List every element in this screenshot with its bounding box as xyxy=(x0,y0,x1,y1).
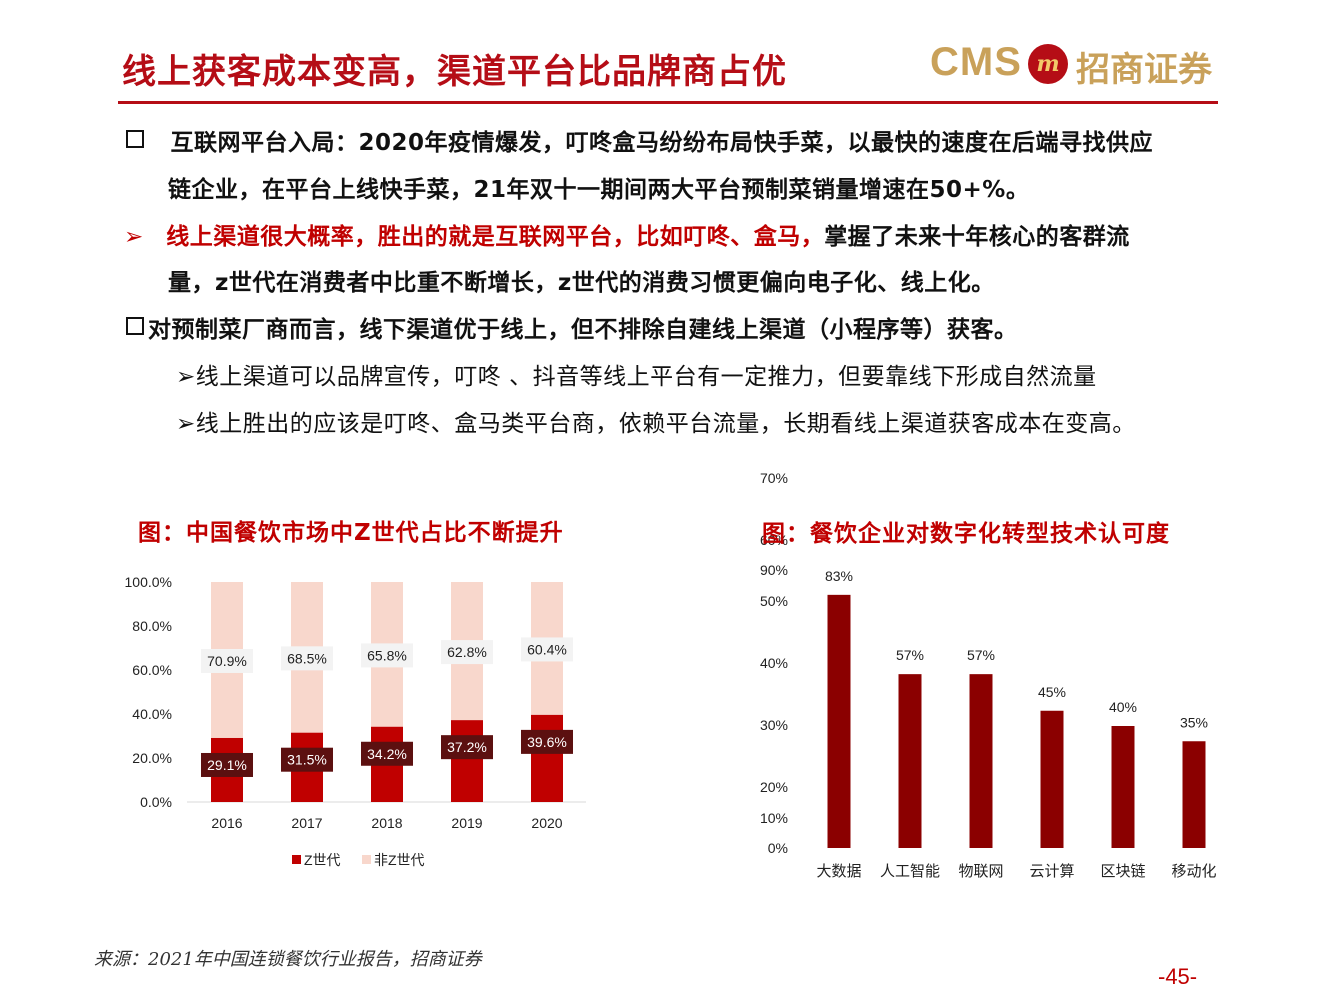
cms-logo: CMS m 招商证券 xyxy=(930,36,1230,92)
y-tick-label: 30% xyxy=(760,717,788,733)
y-tick-label: 60.0% xyxy=(132,662,172,678)
y-tick-label: 0% xyxy=(768,840,788,856)
data-label-box xyxy=(521,637,573,662)
header-rule xyxy=(118,101,1218,104)
zgen-stacked-bar-chart: 0.0% 20.0% 40.0% 60.0% 80.0% 100.0% 29.1% 70.9%… xyxy=(125,574,586,868)
data-label-box xyxy=(281,646,333,671)
data-label-zgen: 39.6% xyxy=(527,734,567,750)
data-label-box xyxy=(201,752,253,777)
bar-zgen xyxy=(531,714,563,802)
source-note: 来源：2021年中国连锁餐饮行业报告，招商证券 xyxy=(94,949,482,970)
data-label-box xyxy=(361,741,413,766)
logo-badge-icon: m xyxy=(1028,44,1068,84)
data-label-non-zgen: 70.9% xyxy=(207,653,247,669)
data-label-box xyxy=(441,735,493,760)
data-label-box xyxy=(201,648,253,673)
x-tick-label: 2019 xyxy=(451,815,482,831)
bar xyxy=(827,594,851,848)
chart-2-title: 图：餐饮企业对数字化转型技术认可度 xyxy=(762,521,1170,547)
bullet-1-line-1: 互联网平台入局：2020年疫情爆发，叮咚盒马纷纷布局快手菜，以最快的速度在后端寻… xyxy=(126,123,1153,157)
data-label-non-zgen: 65.8% xyxy=(367,647,407,663)
y-tick-label: 60% xyxy=(760,532,788,548)
y-tick-label: 90% xyxy=(760,562,788,578)
x-tick-label: 区块链 xyxy=(1100,863,1145,880)
y-tick-label: 50% xyxy=(760,593,788,609)
x-tick-label: 人工智能 xyxy=(880,862,940,880)
bullet-2-line-2: 量，z世代在消费者中比重不断增长，z世代的消费习惯更偏向电子化、线上化。 xyxy=(168,270,995,296)
y-tick-label: 10% xyxy=(760,810,788,826)
data-label-zgen: 34.2% xyxy=(367,746,407,762)
legend-swatch-zgen xyxy=(292,855,301,864)
bullet-2-line-1: ➢ 线上渠道很大概率，胜出的就是互联网平台，比如叮咚、盒马，掌握了未来十年核心的… xyxy=(124,224,1130,250)
data-label: 35% xyxy=(1180,714,1208,730)
y-tick-label: 80.0% xyxy=(132,618,172,634)
logo-cn-text: 招商证券 xyxy=(1076,50,1212,90)
x-tick-label: 物联网 xyxy=(958,863,1003,880)
logo-cms-text: CMS xyxy=(930,40,1022,84)
data-label: 45% xyxy=(1038,684,1066,700)
legend-label-non-zgen: 非Z世代 xyxy=(374,852,425,868)
data-label-box xyxy=(281,747,333,772)
y-tick-label: 40% xyxy=(760,655,788,671)
arrow-bullet-icon: ➢ xyxy=(176,364,196,390)
page-title: 线上获客成本变高，渠道平台比品牌商占优 xyxy=(122,52,787,92)
data-label: 57% xyxy=(967,647,995,663)
sub-bullet-1: ➢线上渠道可以品牌宣传，叮咚 、抖音等线上平台有一定推力，但要靠线下形成自然流量 xyxy=(176,364,1097,390)
digital-tech-bar-chart: 0% 10% 20% 30% 40% 50% 60% 70% 90% 83% 大数据 57% 人工智能 5… xyxy=(760,470,1217,880)
y-tick-label: 100.0% xyxy=(125,574,172,590)
x-tick-label: 云计算 xyxy=(1029,862,1074,880)
x-tick-label: 大数据 xyxy=(816,863,861,880)
arrow-bullet-icon: ➢ xyxy=(124,224,144,250)
y-tick-label: 0.0% xyxy=(140,794,172,810)
square-bullet-icon xyxy=(126,130,144,148)
bar xyxy=(969,674,993,848)
bullet-1-line-2: 链企业，在平台上线快手菜，21年双十一期间两大平台预制菜销量增速在50+%。 xyxy=(168,177,1030,203)
y-tick-label: 70% xyxy=(760,470,788,486)
bar xyxy=(898,674,922,848)
page-number: -45- xyxy=(1158,964,1198,989)
bar xyxy=(1111,726,1135,848)
data-label: 83% xyxy=(825,568,853,584)
data-label-non-zgen: 60.4% xyxy=(527,641,567,657)
x-tick-label: 2018 xyxy=(371,815,402,831)
data-label-box xyxy=(361,643,413,668)
data-label-non-zgen: 68.5% xyxy=(287,650,327,666)
legend-swatch-non-zgen xyxy=(362,855,371,864)
x-tick-label: 2017 xyxy=(291,815,322,831)
data-label-non-zgen: 62.8% xyxy=(447,644,487,660)
x-tick-label: 移动化 xyxy=(1171,863,1216,880)
x-tick-label: 2020 xyxy=(531,815,562,831)
y-tick-label: 40.0% xyxy=(132,706,172,722)
data-label-box xyxy=(521,729,573,754)
data-label: 57% xyxy=(896,647,924,663)
data-label-zgen: 37.2% xyxy=(447,739,487,755)
data-label-zgen: 31.5% xyxy=(287,752,327,768)
bar-zgen xyxy=(451,720,483,802)
bar xyxy=(1182,741,1206,848)
data-label: 40% xyxy=(1109,699,1137,715)
data-label-zgen: 29.1% xyxy=(207,757,247,773)
sub-bullet-2: ➢线上胜出的应该是叮咚、盒马类平台商，依赖平台流量，长期看线上渠道获客成本在变高… xyxy=(176,411,1136,437)
data-label-box xyxy=(441,640,493,665)
chart-1-title: 图：中国餐饮市场中Z世代占比不断提升 xyxy=(138,520,564,546)
x-tick-label: 2016 xyxy=(211,815,242,831)
y-tick-label: 20% xyxy=(760,779,788,795)
y-tick-label: 20.0% xyxy=(132,750,172,766)
legend-label-zgen: Z世代 xyxy=(304,852,341,868)
arrow-bullet-icon: ➢ xyxy=(176,411,196,437)
bullet-3: 对预制菜厂商而言，线下渠道优于线上，但不排除自建线上渠道（小程序等）获客。 xyxy=(126,310,1018,344)
square-bullet-icon xyxy=(126,317,144,335)
bar xyxy=(1040,710,1064,848)
